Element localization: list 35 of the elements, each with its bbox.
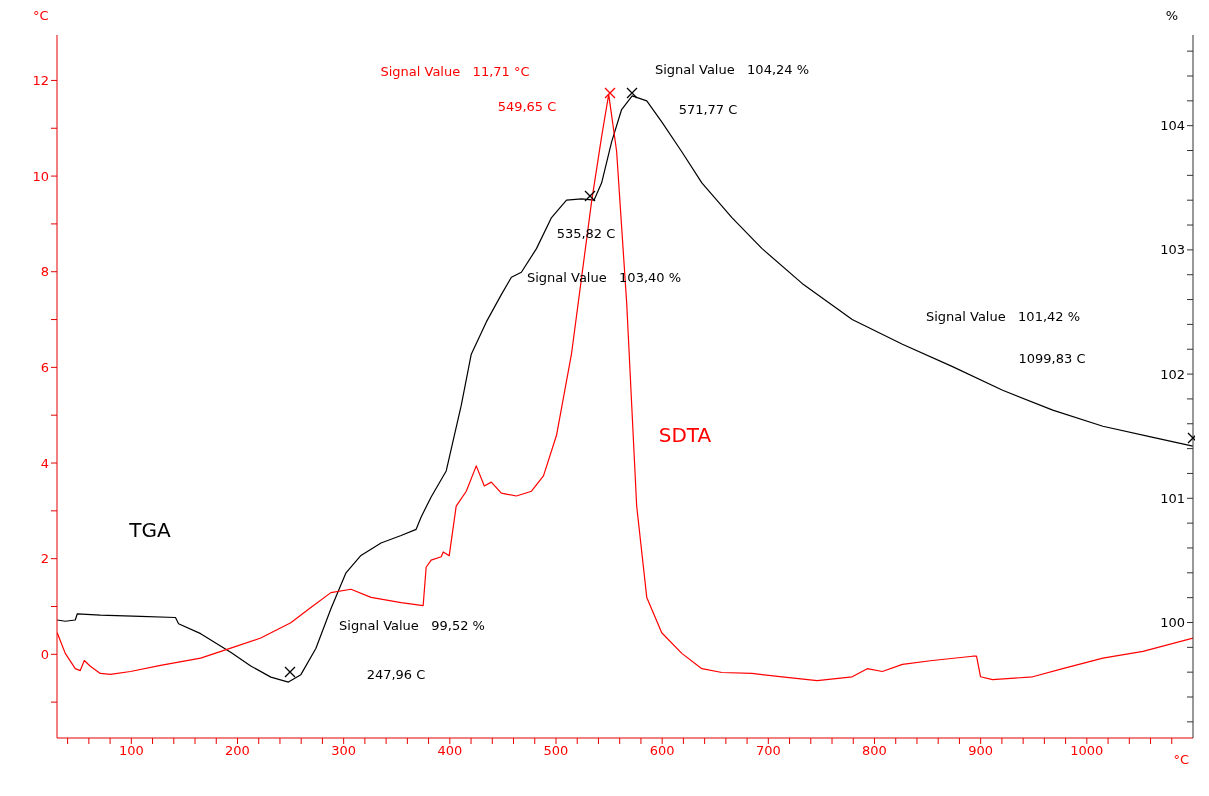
x-tick-label: 1000: [1070, 743, 1104, 759]
x-tick-label: 600: [649, 743, 675, 759]
annotation: 549,65 C: [497, 98, 557, 114]
x-tick-label: 200: [225, 743, 250, 759]
y-tick-label: 2: [40, 551, 49, 567]
x-tick-label: 300: [331, 743, 357, 759]
annotation: Signal Value 104,24 %: [654, 61, 810, 77]
y-tick-label: 4: [40, 455, 49, 471]
y-tick-label: 10: [32, 168, 49, 184]
x-axis-title: °C: [1173, 752, 1189, 767]
y-axis-title: °C: [33, 8, 49, 24]
y2-tick-label: 104: [1160, 118, 1185, 134]
y-tick-label: 8: [40, 264, 49, 280]
x-tick-label: 700: [755, 743, 781, 759]
text: TGA: [129, 518, 171, 542]
y2-tick-label: 100: [1160, 615, 1185, 631]
x-tick-label: 500: [543, 743, 569, 759]
x-tick-label: 400: [437, 743, 463, 759]
y-tick-label: 6: [40, 359, 49, 375]
annotation: 571,77 C: [678, 101, 738, 117]
annotation: Signal Value 99,52 %: [339, 617, 485, 633]
x-tick-label: 800: [862, 743, 887, 759]
y2-tick-label: 102: [1160, 366, 1185, 382]
annotation: Signal Value 101,42 %: [925, 308, 1081, 324]
annotation: 247,96 C: [366, 666, 426, 682]
y2-tick-label: 103: [1160, 242, 1185, 258]
series-label: SDTA: [658, 423, 712, 447]
y2-axis-title: %: [1165, 8, 1178, 24]
y2-tick-label: 101: [1160, 490, 1185, 506]
annotation: Signal Value 11,71 °C: [380, 63, 530, 79]
x-tick-label: 900: [968, 743, 994, 759]
x-tick-label: 100: [118, 743, 144, 759]
y-tick-label: 0: [40, 646, 49, 662]
annotation: 1099,83 C: [1018, 350, 1086, 366]
y-tick-label: 12: [32, 73, 49, 89]
